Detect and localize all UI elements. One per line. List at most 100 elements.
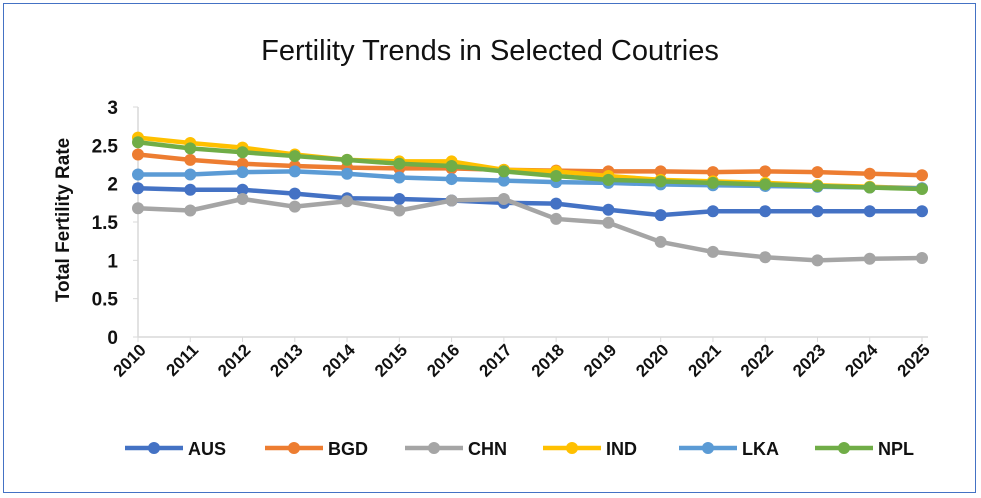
data-point-bgd <box>184 153 197 166</box>
series-line-chn <box>137 196 923 263</box>
x-tick-label: 2015 <box>371 340 411 380</box>
y-tick-label: 1.5 <box>92 213 119 234</box>
y-tick-label: 3 <box>107 98 118 119</box>
data-point-lka <box>341 167 354 180</box>
data-point-npl <box>550 170 563 182</box>
chart-frame <box>3 3 976 493</box>
series-npl <box>132 136 928 196</box>
data-point-npl <box>288 150 301 163</box>
data-point-npl <box>759 178 772 191</box>
series-chn <box>132 193 928 267</box>
data-point-bgd <box>759 165 772 178</box>
data-point-npl <box>654 175 667 188</box>
legend-marker <box>148 442 160 454</box>
data-point-aus <box>602 203 615 216</box>
series-line-npl <box>137 140 923 192</box>
legend-label: NPL <box>878 439 914 459</box>
legend-marker <box>428 442 440 454</box>
data-point-npl <box>863 181 876 194</box>
data-point-bgd <box>236 157 249 170</box>
data-point-npl <box>602 173 615 186</box>
data-point-chn <box>811 254 824 267</box>
data-point-chn <box>550 212 563 225</box>
data-point-lka <box>445 173 458 186</box>
y-tick-label: 2 <box>107 175 118 196</box>
legend-label: LKA <box>742 439 779 459</box>
legend-label: IND <box>606 439 637 459</box>
x-tick-label: 2021 <box>685 340 725 380</box>
y-tick-label: 0.5 <box>92 290 119 311</box>
data-point-bgd <box>654 165 667 178</box>
data-point-chn <box>341 195 354 208</box>
x-tick-label: 2018 <box>528 340 568 380</box>
data-point-npl <box>393 157 406 170</box>
data-point-chn <box>654 235 667 248</box>
data-point-bgd <box>863 167 876 180</box>
data-point-lka <box>393 171 406 184</box>
data-point-lka <box>184 168 197 181</box>
data-point-bgd <box>811 166 824 179</box>
x-tick-label: 2022 <box>737 340 777 380</box>
data-point-chn <box>602 216 615 229</box>
y-tick-label: 2.5 <box>92 136 119 157</box>
legend-marker <box>702 442 714 454</box>
data-point-aus <box>916 205 928 218</box>
legend-marker <box>288 442 300 454</box>
data-point-aus <box>288 187 301 200</box>
x-tick-label: 2011 <box>163 340 203 380</box>
data-point-npl <box>132 136 144 149</box>
data-point-npl <box>811 179 824 192</box>
data-point-aus <box>811 205 824 218</box>
legend-item-ind: IND <box>543 439 637 459</box>
data-point-bgd <box>706 166 719 179</box>
x-tick-label: 2012 <box>214 340 254 380</box>
data-point-chn <box>916 252 928 265</box>
data-point-bgd <box>132 148 144 161</box>
data-point-npl <box>706 176 719 189</box>
x-tick-label: 2014 <box>319 340 360 381</box>
data-point-chn <box>706 245 719 258</box>
x-tick-label: 2016 <box>423 340 463 380</box>
data-point-aus <box>550 197 563 210</box>
data-point-chn <box>445 194 458 207</box>
data-point-chn <box>236 193 249 205</box>
data-point-npl <box>341 153 354 166</box>
data-point-chn <box>288 200 301 213</box>
data-point-chn <box>393 204 406 217</box>
data-point-npl <box>497 165 510 178</box>
x-tick-label: 2025 <box>894 340 934 380</box>
x-tick-label: 2023 <box>789 340 829 380</box>
data-point-aus <box>706 205 719 218</box>
data-point-npl <box>916 183 928 196</box>
legend-item-chn: CHN <box>405 439 507 459</box>
y-tick-label: 1 <box>107 251 118 272</box>
data-point-chn <box>497 193 510 205</box>
data-point-lka <box>236 166 249 179</box>
legend-item-aus: AUS <box>125 439 226 459</box>
legend-item-lka: LKA <box>679 439 779 459</box>
legend-label: CHN <box>468 439 507 459</box>
data-point-chn <box>132 202 144 215</box>
data-point-npl <box>184 142 197 155</box>
legend-label: AUS <box>188 439 226 459</box>
series-line-aus <box>137 186 922 218</box>
data-point-chn <box>863 252 876 265</box>
legend-marker <box>566 442 578 454</box>
data-point-aus <box>236 183 249 196</box>
data-point-lka <box>288 165 301 178</box>
data-point-aus <box>759 205 772 218</box>
data-point-aus <box>654 209 667 222</box>
data-point-bgd <box>916 169 928 182</box>
legend-item-npl: NPL <box>815 439 914 459</box>
legend-marker <box>838 442 850 454</box>
data-point-chn <box>759 251 772 264</box>
y-tick-label: 0 <box>107 328 118 349</box>
y-axis-label: Total Fertility Rate <box>53 138 74 302</box>
legend-item-bgd: BGD <box>265 439 368 459</box>
x-tick-label: 2017 <box>476 340 516 380</box>
data-point-lka <box>132 168 144 181</box>
x-tick-label: 2013 <box>266 340 306 380</box>
x-tick-label: 2024 <box>841 340 882 381</box>
data-point-aus <box>132 182 144 195</box>
